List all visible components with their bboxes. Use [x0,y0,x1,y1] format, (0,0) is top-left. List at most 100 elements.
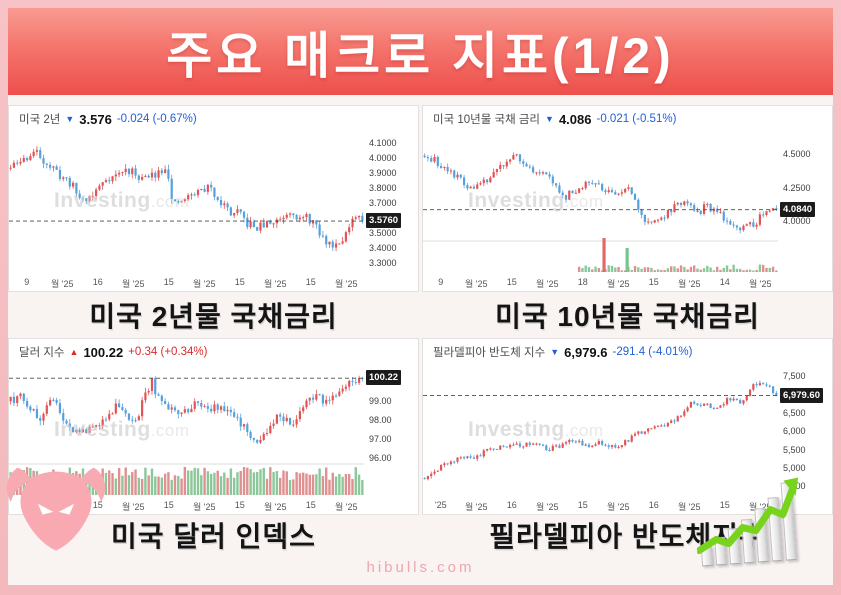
y-tick-label: 99.00 [369,396,392,407]
y-tick-label: 4.5000 [783,149,811,160]
x-tick-label: 15 [92,500,103,510]
x-tick-label: 18 [577,277,588,287]
site-name: hibulls.com [366,559,475,576]
x-tick-label: 15 [163,500,174,510]
chart-panel-2: 미국 10년물 국채 금리 ▼ 4.086 -0.021 (-0.51%) Invest… [422,105,833,292]
y-tick-label: 3.8000 [369,182,397,193]
y-tick-label: 7,500 [783,371,806,382]
y-axis: 4.5000 4.2500 4.0000 4.0840 [778,132,832,275]
x-tick-label: '25 [434,500,447,510]
page-title: 주요 매크로 지표(1/2) [166,27,675,84]
instrument-header: 달러 지수 ▲ 100.22 +0.34 (+0.34%) [9,339,418,365]
last-value: 3.576 [79,111,112,127]
y-tick-label: 3.7000 [369,197,397,208]
x-tick-label: 월 '25 [334,279,358,289]
x-tick-label: 월 '25 [121,502,145,512]
candlestick-plot: Investing.com [423,132,778,275]
x-tick-label: 월 '25 [748,279,772,289]
last-value: 4.086 [558,111,592,127]
x-tick-label: 월 '25 [334,502,358,512]
candlestick-plot: Investing.com [9,132,364,275]
change-value: -0.021 (-0.51%) [596,113,677,125]
arrow-down-icon: ▼ [550,347,560,357]
x-tick-label: 월 '25 [464,502,488,512]
arrow-down-icon: ▼ [545,114,554,124]
x-axis: 9 월 '25 15 월 '25 18 월 '25 15 월 '25 14 월 '25 [423,275,778,291]
x-tick-label: 15 [234,500,245,510]
y-tick-label: 4.0000 [783,215,811,226]
y-tick-label: 4.1000 [369,137,397,148]
last-price-tag: 100.22 [366,370,402,386]
last-price-tag: 3.5760 [366,213,402,229]
y-tick-label: 98.00 [369,415,392,426]
chart-panel-1: 미국 2년 ▼ 3.576 -0.024 (-0.67%) Investing.com 4… [8,105,419,292]
x-tick-label: 16 [92,277,103,287]
x-tick-label: 16 [648,500,659,510]
y-axis: 99.00 98.00 97.00 96.00 100.22 [364,365,418,498]
x-tick-label: 월 '25 [464,279,488,289]
x-tick-label: 월 '25 [192,502,216,512]
y-tick-label: 4.0000 [369,152,397,163]
y-tick-label: 96.00 [369,453,392,464]
y-tick-label: 3.5000 [369,227,397,238]
y-tick-label: 3.3000 [369,257,397,268]
last-value: 6,979.6 [564,344,608,360]
chart-caption-3: 미국 달러 인덱스 [8,515,419,555]
x-tick-label: 15 [305,277,316,287]
footer: hibulls.com [8,559,833,577]
x-tick-label: 월 '25 [677,279,701,289]
x-axis: '25 월 '25 16 월 '25 15 월 '25 16 월 '25 15 월 '25 [423,498,778,514]
y-tick-label: 97.00 [369,434,392,445]
chart-body: Investing.com 4.5000 4.2500 4.0000 4.0840 [423,132,832,275]
instrument-name: 미국 2년 [19,114,61,126]
chart-body: Investing.com 4.1000 4.0000 3.9000 3.8000 3.7… [9,132,418,275]
x-tick-label: 월 '25 [192,279,216,289]
green-arrow-icon [695,477,799,555]
x-tick-label: 15 [506,277,517,287]
x-tick-label: 15 [234,277,245,287]
x-tick-label: 월 '25 [263,502,287,512]
bull-logo-icon [6,467,106,551]
y-tick-label: 5,500 [783,444,806,455]
change-value: +0.34 (+0.34%) [128,346,208,358]
change-value: -291.4 (-4.01%) [612,346,693,358]
instrument-header: 미국 2년 ▼ 3.576 -0.024 (-0.67%) [9,106,418,132]
x-tick-label: 15 [577,500,588,510]
arrow-down-icon: ▼ [65,114,75,124]
caption-text: 미국 달러 인덱스 [111,521,316,552]
x-tick-label: 9 [438,277,444,287]
x-tick-label: 15 [648,277,659,287]
x-tick-label: 월 '25 [263,279,287,289]
x-tick-label: 월 '25 [677,502,701,512]
arrow-up-icon: ▲ [69,347,79,357]
x-tick-label: 14 [719,277,730,287]
instrument-header: 필라델피아 반도체 지수 ▼ 6,979.6 -291.4 (-4.01%) [423,339,832,365]
x-tick-label: 월 '25 [535,502,559,512]
x-tick-label: 15 [163,277,174,287]
instrument-name: 달러 지수 [19,347,65,359]
x-tick-label: 9 [24,277,30,287]
title-banner: 주요 매크로 지표(1/2) [8,8,833,95]
chart-caption-1: 미국 2년물 국채금리 [8,292,419,338]
y-tick-label: 4.2500 [783,182,811,193]
charts-grid: 미국 2년 ▼ 3.576 -0.024 (-0.67%) Investing.com 4… [8,95,833,555]
x-tick-label: 월 '25 [50,279,74,289]
caption-text: 미국 2년물 국채금리 [89,301,338,332]
growth-chart-icon [692,465,809,572]
x-tick-label: 월 '25 [606,279,630,289]
y-tick-label: 3.4000 [369,242,397,253]
instrument-header: 미국 10년물 국채 금리 ▼ 4.086 -0.021 (-0.51%) [423,106,832,132]
instrument-name: 미국 10년물 국채 금리 [433,114,541,126]
x-tick-label: 15 [719,500,730,510]
y-tick-label: 6,000 [783,426,806,437]
y-tick-label: 6,500 [783,408,806,419]
y-axis: 4.1000 4.0000 3.9000 3.8000 3.7000 3.5000 3.40… [364,132,418,275]
last-price-tag: 4.0840 [780,201,816,217]
x-tick-label: 월 '25 [606,502,630,512]
x-tick-label: 월 '25 [535,279,559,289]
instrument-name: 필라델피아 반도체 지수 [433,347,546,359]
x-tick-label: 월 '25 [748,502,772,512]
x-axis: 9 월 '25 16 월 '25 15 월 '25 15 월 '25 15 월 '25 [9,275,364,291]
last-price-tag: 6,979.60 [780,387,823,403]
